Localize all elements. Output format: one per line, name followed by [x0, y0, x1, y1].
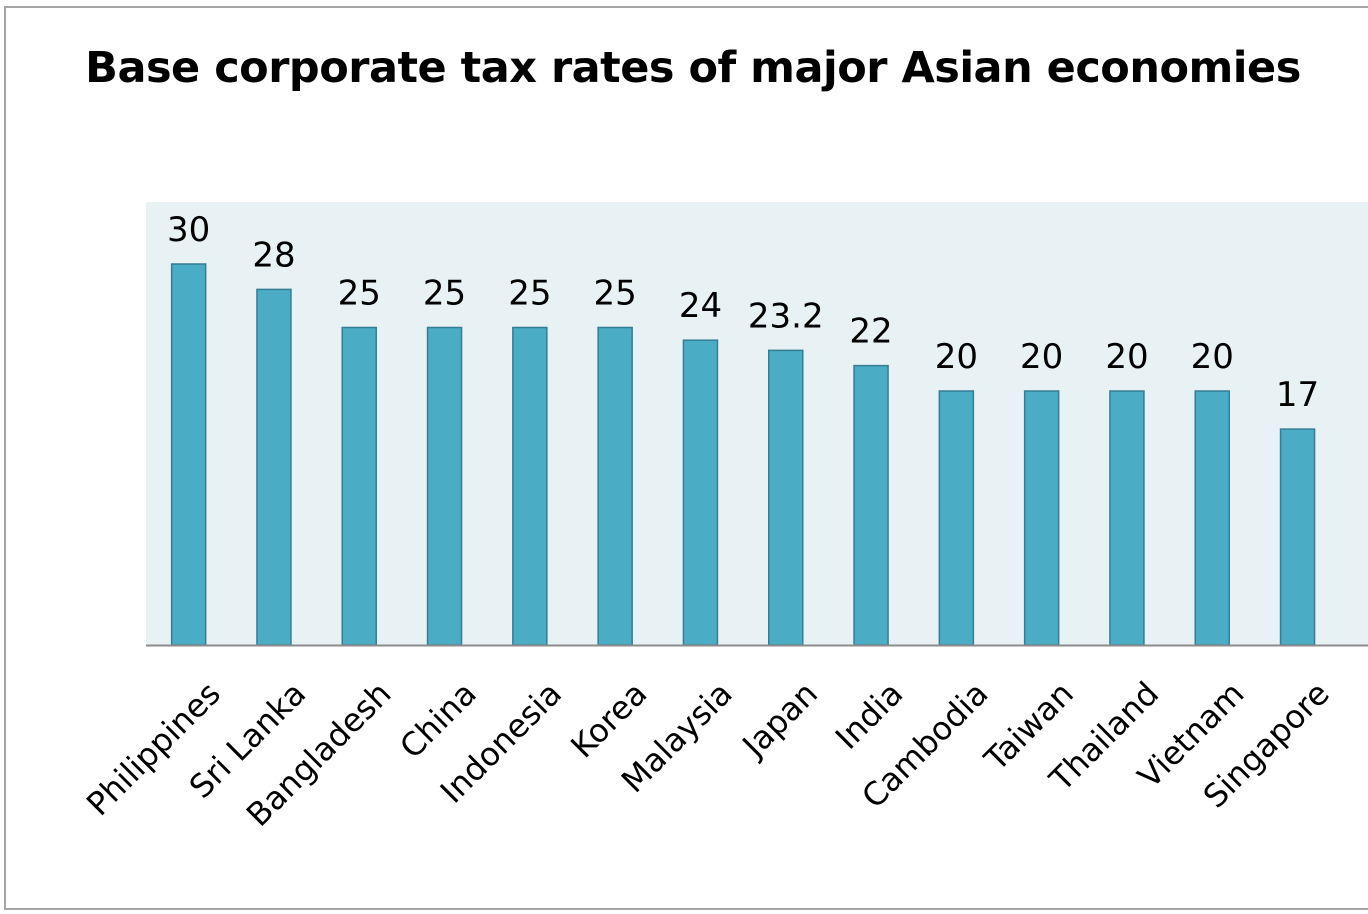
bar-vietnam [1194, 390, 1230, 646]
chart-title: Base corporate tax rates of major Asian … [85, 43, 1301, 93]
data-label-vietnam: 20 [1191, 337, 1234, 377]
data-label-china: 25 [423, 274, 466, 314]
data-label-thailand: 20 [1105, 337, 1148, 377]
data-label-japan: 23.2 [748, 296, 824, 336]
data-label-malaysia: 24 [679, 286, 722, 326]
bar-japan [768, 349, 804, 646]
category-label-japan: Japan [734, 674, 825, 765]
bar-singapore [1279, 428, 1316, 646]
bar-cambodia [938, 390, 975, 646]
bars-layer [170, 263, 1316, 646]
bar-sri-lanka [256, 288, 292, 646]
data-label-philippines: 30 [167, 210, 210, 250]
data-label-sri-lanka: 28 [252, 235, 295, 275]
bar-indonesia [512, 326, 548, 646]
data-label-korea: 25 [594, 274, 637, 314]
data-label-cambodia: 20 [935, 337, 978, 377]
bar-philippines [170, 263, 207, 646]
bar-china [426, 326, 463, 646]
data-label-bangladesh: 25 [338, 274, 381, 314]
bar-bangladesh [341, 326, 377, 646]
bar-thailand [1109, 390, 1145, 646]
bar-taiwan [1023, 390, 1060, 646]
bar-india [853, 364, 889, 646]
data-label-indonesia: 25 [508, 274, 551, 314]
data-labels-layer: 30 28 25 25 25 25 24 23.2 22 20 20 20 20 17 [167, 210, 1319, 415]
data-label-india: 22 [849, 312, 892, 352]
bar-korea [597, 326, 633, 646]
plot-area [146, 202, 1368, 645]
data-label-singapore: 17 [1276, 375, 1319, 415]
data-label-taiwan: 20 [1020, 337, 1063, 377]
bar-malaysia [682, 339, 719, 646]
